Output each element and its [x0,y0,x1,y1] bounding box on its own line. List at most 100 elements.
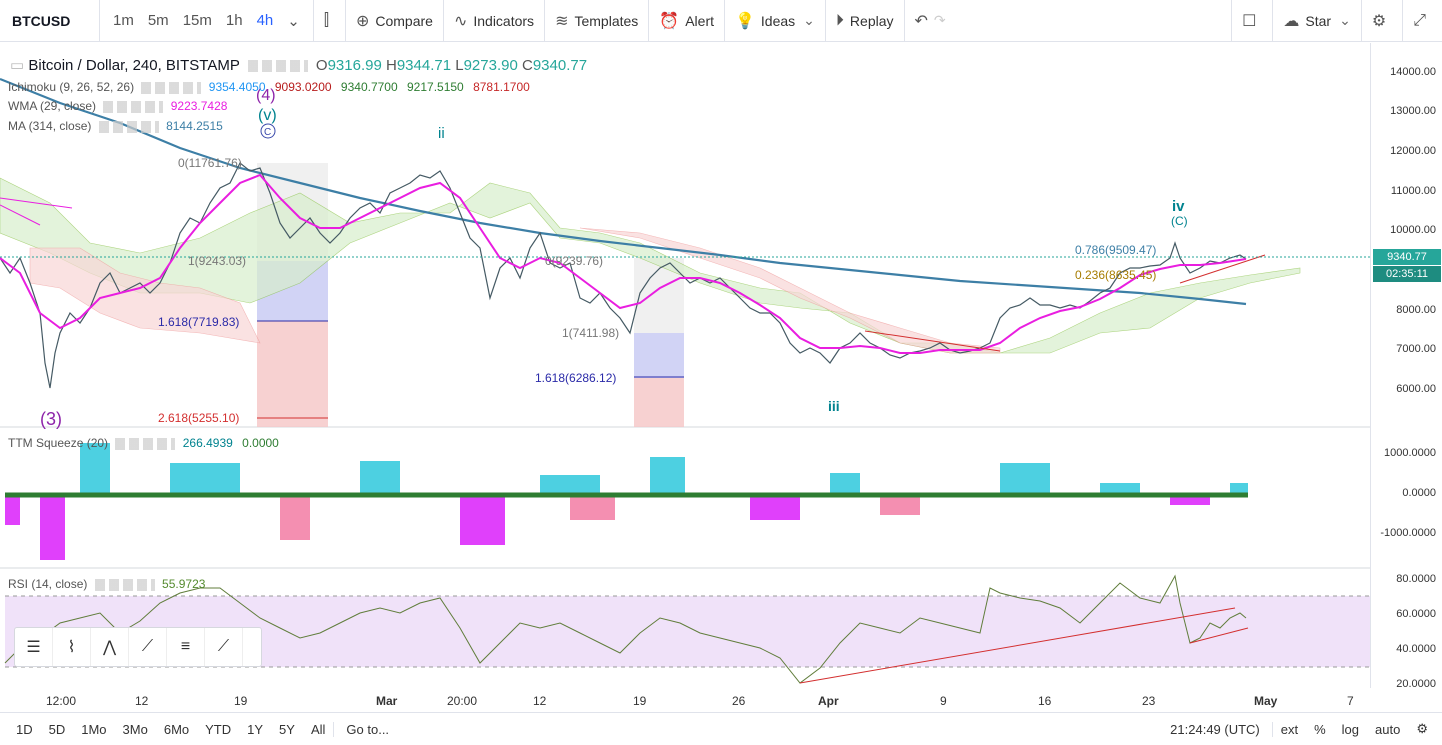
price-tick: 10000.00 [1390,224,1436,236]
timeframe-1m[interactable]: 1m [113,12,134,29]
range-all[interactable]: All [310,721,326,737]
timeframe-1h[interactable]: 1h [225,12,243,29]
candles-icon: ⫿ [323,11,329,29]
time-tick: 19 [633,694,647,708]
timeframe-15m[interactable]: 15m [182,12,212,29]
wave-iv-label: iv [1172,198,1185,215]
rsi-legend[interactable]: RSI (14, close) 55.9723 [8,577,206,591]
square-icon: ▭ [10,57,25,74]
chart-type-button[interactable]: ⫿ [312,0,345,42]
range-1d[interactable]: 1D [16,721,33,737]
compare-button[interactable]: ⊕ Compare [344,0,443,42]
range-5d[interactable]: 5D [48,721,66,737]
fib-1b-label: 1(7411.98) [562,326,619,340]
timeframe-5m[interactable]: 5m [147,12,169,29]
log-toggle[interactable]: log [1341,721,1360,737]
ttm-tick: 0.0000 [1402,487,1436,499]
utc-clock[interactable]: 21:24:49 (UTC) [1162,721,1273,737]
chevron-down-icon[interactable]: ⌄ [287,12,300,30]
trend-line-icon[interactable]: ⟋ [129,628,167,666]
fib-786-label: 0.786(9509.47) [1075,243,1156,257]
fib-0-label: 0(11761.76) [178,156,242,170]
goto-button[interactable]: Go to... [333,721,397,737]
chart-canvas[interactable]: (4) (v) C ii iv (C) (3) iii 0(11761.76) … [0,43,1370,688]
ma-legend[interactable]: MA (314, close) 8144.2515 [8,119,223,133]
range-1y[interactable]: 1Y [247,721,264,737]
price-tick: 8000.00 [1396,304,1436,316]
time-tick: 12 [533,694,547,708]
fib-0b-label: 0(9239.76) [545,254,603,268]
fib-2618-label: 2.618(5255.10) [158,411,239,425]
star-button[interactable]: ☁ Star ⌄ [1272,0,1360,42]
range-3mo[interactable]: 3Mo [122,721,148,737]
redo-icon[interactable]: ↷ [933,12,946,28]
gear-icon[interactable]: ⚙ [1416,721,1428,736]
elliott-impulse-icon[interactable]: ⌇ [53,628,91,666]
undo-button[interactable]: ↶ ↷ [903,0,956,42]
legend-controls[interactable] [247,60,308,73]
templates-icon: ≋ [555,12,569,30]
main-legend: ▭ Bitcoin / Dollar, 240, BITSTAMP O9316.… [10,57,588,74]
auto-toggle[interactable]: auto [1375,721,1401,737]
percent-toggle[interactable]: % [1314,721,1326,737]
time-tick: 19 [234,694,248,708]
time-tick: 23 [1142,694,1156,708]
undo-icon: ↶ [914,12,928,30]
alert-button[interactable]: ⏰ Alert [648,0,724,42]
fib-retracement-icon[interactable]: ≡ [167,628,205,666]
time-tick: 16 [1038,694,1052,708]
ichimoku-legend[interactable]: Ichimoku (9, 26, 52, 26) 9354.4050 9093.… [8,80,530,94]
wave-3-label: (3) [40,409,62,429]
fib-1618b-label: 1.618(6286.12) [535,371,616,385]
wave-iii-label: iii [828,398,840,414]
wave-4-label: (4) [256,87,276,104]
timeframe-4h[interactable]: 4h [256,12,274,29]
wave-ii-label: ii [438,125,445,142]
indicators-button[interactable]: ∿ Indicators [442,0,544,42]
time-axis[interactable]: 12:00 12 19 Mar 20:00 12 19 26 Apr 9 16 … [0,690,1370,712]
rsi-tick: 80.0000 [1396,573,1436,585]
extended-hours-toggle[interactable]: ext [1280,721,1299,737]
range-1mo[interactable]: 1Mo [81,721,107,737]
ttm-tick: -1000.0000 [1380,527,1436,539]
ttm-legend[interactable]: TTM Squeeze (20) 266.4939 0.0000 [8,436,279,450]
close-value: 9340.77 [532,57,588,74]
ttm-squeeze-histogram [5,443,1248,560]
range-6mo[interactable]: 6Mo [163,721,190,737]
time-tick: 9 [940,694,947,708]
chart-title[interactable]: Bitcoin / Dollar, 240, BITSTAMP [28,57,240,74]
drawing-toolbar: ☰ ⌇ ⋀ ⟋ ≡ ⟋ [14,627,262,667]
cloud-icon: ☁ [1283,12,1300,30]
settings-button[interactable]: ⚙ [1360,0,1402,42]
time-tick: 12 [135,694,149,708]
range-ytd[interactable]: YTD [205,721,232,737]
rsi-tick: 20.0000 [1396,678,1436,690]
open-value: 9316.99 [327,57,382,74]
symbol-search[interactable]: BTCUSD [0,0,100,42]
replay-button[interactable]: ⏵ Replay [824,0,904,42]
ttm-tick: 1000.0000 [1384,447,1436,459]
price-axis[interactable]: 14000.00 13000.00 12000.00 11000.00 1000… [1370,43,1442,690]
time-tick: 20:00 [447,694,478,708]
wave-c-right-label: (C) [1171,214,1188,228]
wma-legend[interactable]: WMA (29, close) 9223.7428 [8,99,228,113]
range-5y[interactable]: 5Y [279,721,295,737]
path-icon[interactable]: ⟋ [205,628,243,666]
price-tick: 7000.00 [1396,343,1436,355]
menu-icon[interactable]: ☰ [15,628,53,666]
time-tick: May [1254,694,1278,708]
lightbulb-icon: 💡 [735,12,755,30]
gear-icon: ⚙ [1371,12,1387,30]
fib-1-label: 1(9243.03) [188,254,246,268]
expand-button[interactable]: ⤢ [1402,0,1442,42]
ideas-button[interactable]: 💡 Ideas ⌄ [724,0,825,42]
price-tick: 11000.00 [1390,185,1436,197]
elliott-correction-icon[interactable]: ⋀ [91,628,129,666]
high-value: 9344.71 [396,57,452,74]
price-tick: 13000.00 [1390,105,1436,117]
fullscreen-toggle-button[interactable]: ☐ [1231,0,1272,42]
templates-button[interactable]: ≋ Templates [544,0,648,42]
replay-icon: ⏵ [835,11,844,29]
rsi-tick: 40.0000 [1396,643,1436,655]
price-tick: 14000.00 [1390,66,1436,78]
